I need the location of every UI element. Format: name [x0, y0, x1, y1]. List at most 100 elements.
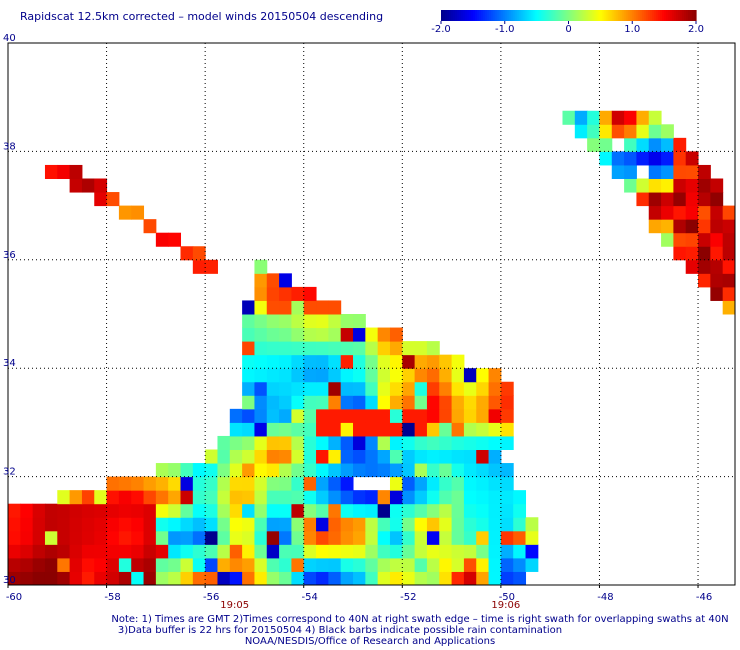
heatmap-cell: [316, 354, 329, 369]
heatmap-cell: [94, 503, 108, 518]
heatmap-cell: [168, 490, 182, 505]
colorbar-segment: [468, 10, 472, 21]
heatmap-cell: [279, 530, 292, 545]
heatmap-cell: [106, 544, 120, 559]
colorbar-segment: [592, 10, 595, 21]
heatmap-cell: [414, 354, 428, 369]
heatmap-cell: [574, 124, 588, 139]
colorbar-segment: [692, 10, 695, 21]
colorbar-segment: [688, 10, 691, 21]
heatmap-cell: [328, 435, 342, 450]
heatmap-cell: [451, 435, 465, 450]
heatmap-cell: [365, 422, 379, 437]
heatmap-cell: [476, 557, 490, 572]
time-label: 19:05: [220, 600, 249, 611]
colorbar-segment: [512, 10, 516, 21]
colorbar-segment: [530, 10, 534, 21]
heatmap-cell: [254, 327, 268, 342]
colorbar-segment: [510, 10, 514, 21]
heatmap-cell: [328, 395, 342, 410]
heatmap-cell: [488, 530, 502, 545]
heatmap-cell: [205, 476, 218, 491]
heatmap-cell: [106, 490, 120, 505]
heatmap-cell: [673, 178, 687, 193]
heatmap-cell: [463, 544, 477, 559]
heatmap-cell: [229, 544, 243, 559]
heatmap-cell: [180, 530, 194, 545]
colorbar-segment: [448, 10, 452, 21]
heatmap-cell: [266, 490, 280, 505]
heatmap-cell: [131, 571, 145, 586]
heatmap-cell: [340, 354, 354, 369]
heatmap-cell: [303, 435, 317, 450]
heatmap-cell: [32, 544, 46, 559]
heatmap-cell: [377, 354, 391, 369]
colorbar-segment: [676, 10, 679, 21]
colorbar-segment: [470, 10, 474, 21]
heatmap-cell: [340, 381, 354, 396]
heatmap-cell: [673, 246, 687, 261]
heatmap-cell: [131, 476, 145, 491]
colorbar-segment: [504, 10, 508, 21]
heatmap-cell: [389, 395, 403, 410]
heatmap-cell: [32, 571, 46, 586]
heatmap-cell: [439, 490, 453, 505]
heatmap-cell: [340, 435, 354, 450]
heatmap-cell: [377, 463, 391, 478]
heatmap-cell: [500, 503, 514, 518]
heatmap-cell: [192, 463, 206, 478]
time-label: 19:06: [491, 600, 520, 611]
heatmap-cell: [377, 422, 391, 437]
heatmap-cell: [636, 137, 650, 152]
heatmap-cell: [488, 449, 502, 464]
heatmap-cell: [81, 490, 95, 505]
colorbar-segment: [564, 10, 568, 21]
heatmap-cell: [291, 381, 305, 396]
heatmap-cell: [328, 341, 342, 356]
heatmap-cell: [365, 341, 379, 356]
heatmap-cell: [242, 422, 255, 437]
heatmap-cell: [279, 408, 292, 423]
heatmap-cell: [525, 517, 539, 532]
heatmap-cell: [365, 368, 379, 383]
heatmap-cell: [81, 571, 95, 586]
colorbar-segment: [488, 10, 492, 21]
heatmap-cell: [365, 544, 379, 559]
heatmap-cell: [131, 530, 145, 545]
heatmap-cell: [426, 368, 440, 383]
heatmap-cell: [353, 517, 366, 532]
heatmap-cell: [291, 354, 305, 369]
heatmap-cell: [414, 463, 428, 478]
heatmap-cell: [254, 463, 268, 478]
heatmap-cell: [340, 571, 354, 586]
heatmap-cell: [192, 571, 206, 586]
colorbar-segment: [544, 10, 548, 21]
heatmap-cell: [365, 490, 379, 505]
heatmap-cell: [303, 503, 317, 518]
heatmap-cell: [44, 164, 58, 179]
heatmap-cell: [488, 435, 502, 450]
heatmap-cell: [402, 557, 416, 572]
heatmap-cell: [192, 246, 206, 261]
heatmap-cell: [143, 530, 157, 545]
heatmap-cell: [205, 571, 218, 586]
colorbar-segment: [584, 10, 588, 21]
heatmap-cell: [316, 517, 329, 532]
heatmap-cell: [377, 503, 391, 518]
heatmap-cell: [488, 368, 502, 383]
heatmap-cell: [205, 530, 218, 545]
heatmap-cell: [254, 557, 268, 572]
heatmap-cell: [476, 503, 490, 518]
heatmap-cell: [451, 354, 465, 369]
heatmap-cell: [402, 449, 416, 464]
colorbar-segment: [492, 10, 496, 21]
colorbar-segment: [636, 10, 639, 21]
heatmap-cell: [353, 354, 366, 369]
heatmap-cell: [266, 422, 280, 437]
heatmap-cell: [377, 557, 391, 572]
colorbar-segment: [604, 10, 607, 21]
colorbar-segment: [634, 10, 637, 21]
heatmap-cell: [328, 517, 342, 532]
heatmap-cell: [599, 124, 613, 139]
heatmap-cell: [402, 381, 416, 396]
